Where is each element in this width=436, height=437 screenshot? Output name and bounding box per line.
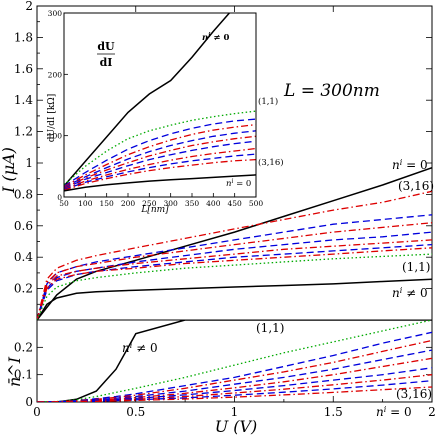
inset-316-label: (3,16) [258,157,284,168]
series-line [64,13,231,187]
series-line [37,214,432,320]
inset-x-tick-label: 400 [206,199,221,208]
inset-x-tick-label: 100 [78,199,93,208]
inset-ticks: 50 100 150 200 250 300 350 400 450 500 0 100 200 300 [48,9,264,208]
series-line [64,147,256,190]
main-ni-nonzero-label: ni ≠ 0 [392,286,428,301]
inset-curves [64,13,256,192]
series-line [37,374,432,402]
y-tick-label: 1.4 [14,93,33,107]
x-tick-label: 1 [231,405,239,419]
bottom-ni-nonzero-label: ni ≠ 0 [122,341,158,356]
y-tick-label: 0.4 [14,250,33,264]
inset-x-tick-label: 150 [100,199,115,208]
y-tick-label: 0.2 [14,340,33,354]
series-line [64,174,256,192]
series-line [37,380,432,402]
series-line [37,239,432,320]
y-tick-label: 0.6 [14,219,33,233]
main-11-label: (1,1) [402,260,430,274]
bottom-x-axis-label: U (V) [215,417,258,436]
inset-x-tick-label: 500 [249,199,264,208]
x-tick-label: 0.5 [126,405,145,419]
bottom-ticks: 0 0.1 0.2 0 0.5 1 1.5 2 [14,6,436,419]
series-line [37,278,432,320]
series-line [37,231,432,320]
y-tick-label: 0.1 [14,368,33,382]
main-316-label: (3,16) [398,179,434,193]
length-annotation: L = 300nm [283,81,380,101]
bottom-11-label: (1,1) [256,321,284,335]
inset-plot-frame [63,12,257,198]
inset-x-tick-label: 350 [185,199,200,208]
inset-y-tick-label: 0 [57,193,62,202]
series-line [64,130,256,188]
inset-x-tick-label: 200 [121,199,136,208]
series-line [64,118,256,187]
main-ni-zero-label: ni = 0 [392,158,428,173]
inset-fraction-denominator: dI [100,56,113,69]
series-line [37,357,432,402]
series-line [37,247,432,320]
y-tick-label: 1.6 [14,62,33,76]
series-line [37,166,432,320]
inset-y-tick-label: 300 [48,9,63,18]
series-line [64,123,256,188]
bottom-ni-zero-label: ni = 0 [376,405,412,420]
y-tick-label: 1.8 [14,30,33,44]
series-line [64,140,256,189]
y-tick-label: 1 [25,156,33,170]
inset-y-tick-label: 200 [48,70,63,79]
inset-x-tick-label: 50 [59,199,69,208]
inset-ni-zero-label: ni = 0 [226,178,251,190]
y-tick-label: 1.2 [14,125,33,139]
inset-x-tick-label: 300 [164,199,179,208]
main-curves [37,166,432,320]
bottom-y-axis-label: n̄^I [5,356,24,387]
main-y-axis-label: I (μA) [0,147,18,194]
inset-fraction-numerator: dU [97,40,115,53]
series-line [64,135,256,189]
series-line [37,320,432,402]
series-line [37,243,432,320]
inset-x-tick-label: 450 [228,199,243,208]
series-line [37,386,432,402]
x-tick-label: 0 [33,405,41,419]
x-tick-label: 1.5 [324,405,343,419]
series-line [37,190,432,320]
y-tick-label: 0.8 [14,187,33,201]
inset-y-tick-label: 100 [48,132,63,141]
series-line [64,110,256,186]
inset-11-label: (1,1) [258,96,278,107]
x-tick-label: 2 [428,405,436,419]
series-line [37,222,432,320]
bottom-316-label: (3,16) [396,387,432,401]
series-line [64,158,256,191]
inset-x-tick-label: 250 [142,199,157,208]
inset-y-axis-label: dU/dI [kΩ] [47,94,57,143]
series-line [64,153,256,191]
series-line [37,253,432,320]
series-line [37,339,432,402]
inset-x-axis-label: L[nm] [140,205,169,215]
bottom-curves [37,320,432,402]
y-tick-label: 0.2 [14,282,33,296]
y-tick-label: 0 [25,395,33,409]
y-tick-label: 2 [25,0,33,13]
inset-ni-nonzero-label: ni ≠ 0 [202,32,230,44]
main-y-ticks: 0.2 0.4 0.6 0.8 1 1.2 1.4 1.6 1.8 2 [14,0,432,305]
